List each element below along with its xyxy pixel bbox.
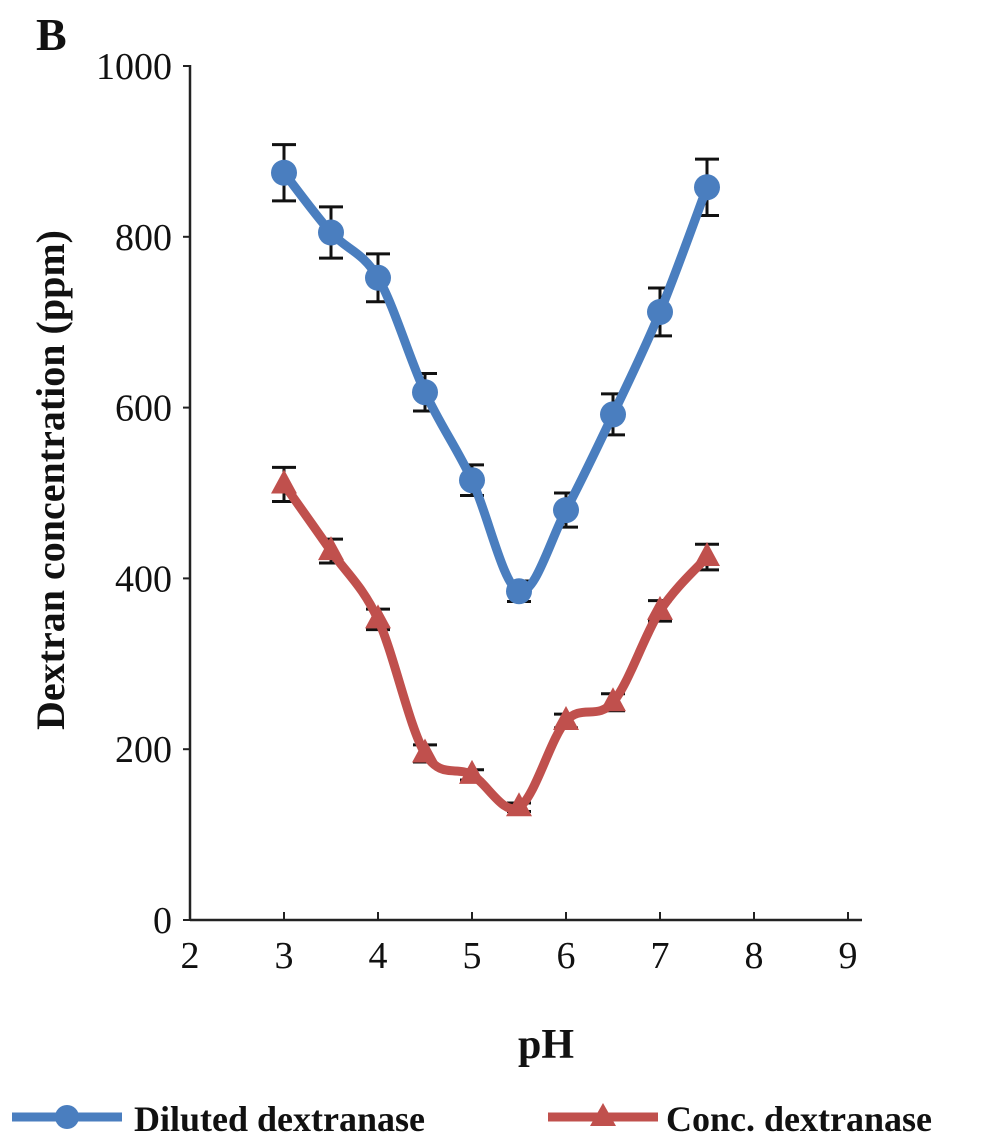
axes <box>188 65 862 922</box>
data-point-circle <box>318 219 344 246</box>
y-tick-label: 1000 <box>96 46 172 88</box>
x-tick-group: 2 3 4 5 6 7 8 9 <box>181 912 858 977</box>
legend-label-conc: Conc. dextranase <box>666 1099 932 1136</box>
x-tick-label: 9 <box>839 935 858 977</box>
x-tick-label: 7 <box>651 935 670 977</box>
legend-item-conc: Conc. dextranase <box>548 1099 932 1136</box>
y-tick-label: 600 <box>115 388 172 430</box>
data-point-circle <box>506 578 532 605</box>
x-tick-label: 6 <box>557 935 576 977</box>
panel-label: B <box>36 9 67 60</box>
x-tick-label: 2 <box>181 935 200 977</box>
data-point-triangle <box>694 542 720 567</box>
legend-circle-marker <box>55 1105 79 1129</box>
legend: Diluted dextranase Conc. dextranase <box>12 1099 932 1136</box>
data-point-triangle <box>553 706 579 731</box>
data-point-circle <box>600 401 626 428</box>
series-line <box>279 168 712 596</box>
y-tick-group: 0 200 400 600 800 1000 <box>96 46 190 942</box>
data-point-triangle <box>318 536 344 561</box>
y-tick-label: 800 <box>115 217 172 259</box>
legend-triangle-marker <box>590 1103 616 1126</box>
data-point-triangle <box>647 595 673 620</box>
data-point-triangle <box>271 469 297 494</box>
x-tick-label: 5 <box>463 935 482 977</box>
y-axis-label: Dextran concentration (ppm) <box>28 230 73 730</box>
data-point-triangle <box>459 759 485 784</box>
y-tick-label: 0 <box>153 900 172 942</box>
series-diluted <box>271 143 720 605</box>
series-layer <box>271 143 720 817</box>
series-conc <box>271 465 720 817</box>
y-tick-label: 200 <box>115 729 172 771</box>
data-point-triangle <box>600 687 626 712</box>
data-point-triangle <box>412 738 438 763</box>
x-tick-label: 8 <box>745 935 764 977</box>
legend-label-diluted: Diluted dextranase <box>134 1099 425 1136</box>
legend-item-diluted: Diluted dextranase <box>12 1099 425 1136</box>
data-point-circle <box>271 159 297 186</box>
data-point-triangle <box>506 792 532 817</box>
x-tick-label: 3 <box>275 935 294 977</box>
data-point-circle <box>412 379 438 406</box>
x-tick-label: 4 <box>369 935 388 977</box>
data-point-circle <box>459 467 485 494</box>
y-tick-label: 400 <box>115 558 172 600</box>
data-point-circle <box>694 174 720 201</box>
x-axis-label: pH <box>518 1022 574 1068</box>
data-point-circle <box>647 298 673 325</box>
data-point-circle <box>365 264 391 291</box>
series-line <box>279 479 712 814</box>
data-point-triangle <box>365 604 391 629</box>
data-point-circle <box>553 497 579 524</box>
